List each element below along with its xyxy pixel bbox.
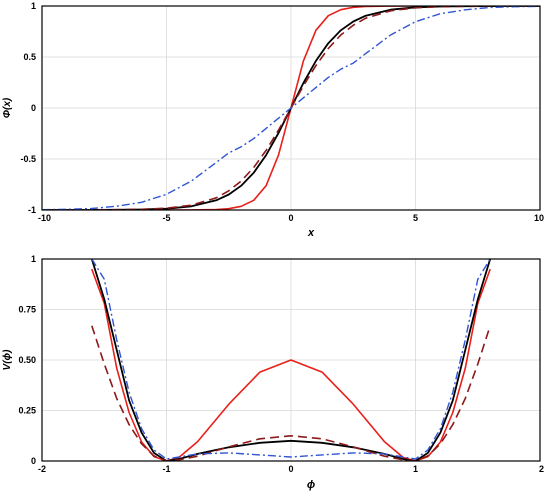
y-tick-label: 0.50 bbox=[18, 355, 36, 365]
y-tick-label: 0.75 bbox=[18, 305, 36, 315]
y-tick-label: -1 bbox=[28, 205, 36, 215]
y-tick-label: 1 bbox=[31, 1, 36, 11]
x-tick-label: 5 bbox=[413, 213, 418, 223]
series-line-2 bbox=[90, 259, 492, 461]
y-axis-label: V(ϕ) bbox=[2, 349, 13, 371]
chart-panel-1: -10 -5 0 5 10 -1 -0.5 0 0.5 1 x Φ(x) bbox=[2, 1, 544, 239]
x-tick-label: 2 bbox=[539, 464, 544, 474]
y-axis-label: Φ(x) bbox=[2, 97, 13, 118]
plot-frame bbox=[41, 5, 541, 211]
x-axis-label: ϕ bbox=[307, 479, 315, 491]
x-tick-label: -2 bbox=[38, 464, 46, 474]
series-line-3 bbox=[91, 325, 491, 461]
y-tick-label: -0.5 bbox=[20, 154, 36, 164]
chart-panel-2: -2 -1 0 1 2 0 0.25 0.50 0.75 1 ϕ V(ϕ) bbox=[2, 254, 544, 491]
x-tick-label: -1 bbox=[162, 464, 170, 474]
series-line-1 bbox=[91, 268, 491, 461]
x-tick-label: 0 bbox=[288, 213, 293, 223]
x-tick-label: 1 bbox=[413, 464, 418, 474]
y-tick-label: 0.5 bbox=[23, 52, 36, 62]
series-line-4 bbox=[42, 6, 540, 210]
x-axis-label: x bbox=[307, 227, 315, 239]
y-tick-label: 0 bbox=[31, 103, 36, 113]
y-tick-label: 0 bbox=[31, 456, 36, 466]
y-tick-label: 0.25 bbox=[18, 406, 36, 416]
x-tick-label: -5 bbox=[162, 213, 170, 223]
y-tick-label: 1 bbox=[31, 254, 36, 264]
series-line-4 bbox=[91, 259, 491, 460]
x-tick-label: -10 bbox=[38, 213, 51, 223]
plot-frame bbox=[41, 258, 541, 462]
x-tick-label: 10 bbox=[534, 213, 544, 223]
x-tick-label: 0 bbox=[288, 464, 293, 474]
